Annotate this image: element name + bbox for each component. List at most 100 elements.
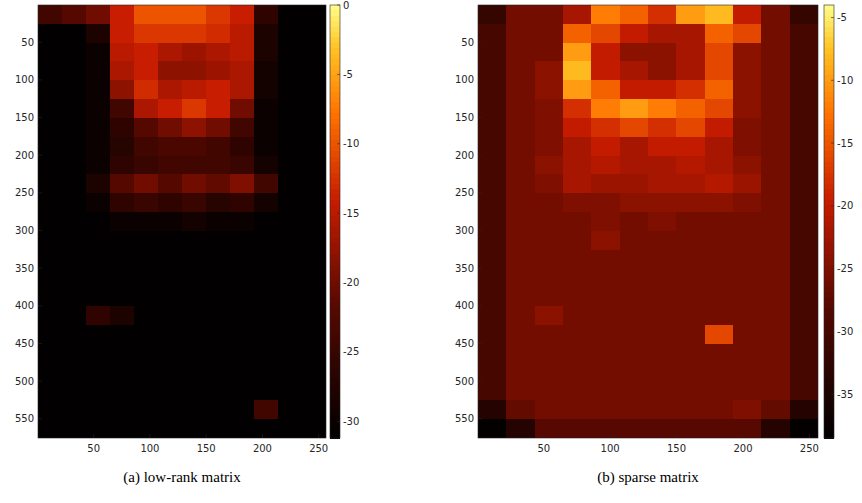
- heatmap-cell: [302, 99, 326, 118]
- heatmap-cell: [254, 306, 279, 325]
- heatmap-cell: [648, 250, 677, 269]
- heatmap-cell: [254, 400, 279, 419]
- heatmap-cell: [302, 325, 326, 344]
- x-tick-label: 250: [309, 443, 328, 454]
- heatmap-cell: [563, 269, 592, 288]
- heatmap-cell: [620, 363, 649, 382]
- heatmap-cell: [790, 99, 818, 118]
- heatmap-cell: [158, 174, 183, 193]
- heatmap-cell: [761, 24, 790, 43]
- heatmap-cell: [278, 363, 303, 382]
- heatmap-cell: [620, 400, 649, 419]
- heatmap-cell: [506, 212, 535, 231]
- heatmap-cell: [676, 419, 705, 438]
- heatmap-cell: [62, 99, 87, 118]
- heatmap-cell: [733, 118, 762, 137]
- heatmap-cell: [278, 137, 303, 156]
- heatmap-cell: [620, 193, 649, 212]
- y-tick-label: 400: [15, 300, 34, 311]
- heatmap-cell: [254, 80, 279, 99]
- heatmap-cell: [134, 382, 159, 401]
- heatmap-cell: [705, 80, 734, 99]
- heatmap-cell: [535, 174, 564, 193]
- heatmap-cell: [206, 118, 231, 137]
- colorbar-step: [330, 151, 340, 157]
- colorbar-step: [824, 59, 834, 65]
- heatmap-cell: [38, 193, 63, 212]
- heatmap-cell: [591, 193, 620, 212]
- heatmap-cell: [478, 5, 507, 24]
- heatmap-cell: [563, 231, 592, 250]
- heatmap-cell: [591, 344, 620, 363]
- y-tick: [478, 343, 482, 344]
- heatmap-cell: [278, 419, 303, 438]
- colorbar-step: [330, 411, 340, 417]
- colorbar-step: [330, 211, 340, 217]
- heatmap-cell: [620, 80, 649, 99]
- heatmap-cell: [278, 382, 303, 401]
- colorbar-step: [330, 119, 340, 125]
- x-tick: [318, 434, 319, 438]
- heatmap-cell: [506, 306, 535, 325]
- heatmap-cell: [563, 400, 592, 419]
- colorbar-tick-label: -10: [837, 75, 853, 86]
- heatmap-cell: [648, 400, 677, 419]
- heatmap-cell: [206, 363, 231, 382]
- heatmap-cell: [705, 174, 734, 193]
- colorbar-step: [824, 113, 834, 119]
- x-tick-label: 200: [733, 443, 752, 454]
- heatmap-cell: [591, 61, 620, 80]
- colorbar-step: [330, 351, 340, 357]
- heatmap-cell: [705, 43, 734, 62]
- heatmap-cell: [182, 24, 207, 43]
- colorbar-step: [824, 400, 834, 406]
- heatmap-cell: [38, 174, 63, 193]
- heatmap-cell: [206, 174, 231, 193]
- heatmap-cell: [591, 269, 620, 288]
- heatmap-cell: [230, 344, 255, 363]
- heatmap-cell: [206, 156, 231, 175]
- heatmap-cell: [620, 24, 649, 43]
- heatmap-cell: [182, 193, 207, 212]
- colorbar-step: [824, 297, 834, 303]
- heatmap-cell: [86, 43, 111, 62]
- heatmap-cell: [86, 212, 111, 231]
- heatmap-cell: [761, 269, 790, 288]
- heatmap-cell: [733, 99, 762, 118]
- y-tick: [478, 42, 482, 43]
- heatmap-cell: [478, 250, 507, 269]
- heatmap-cell: [478, 269, 507, 288]
- heatmap-cell: [254, 212, 279, 231]
- heatmap-cell: [535, 250, 564, 269]
- heatmap-cell: [620, 43, 649, 62]
- heatmap-cell: [206, 344, 231, 363]
- heatmap-cell: [206, 250, 231, 269]
- heatmap-cell: [110, 344, 135, 363]
- heatmap-cell: [563, 193, 592, 212]
- heatmap-cell: [230, 118, 255, 137]
- colorbar-step: [330, 92, 340, 98]
- colorbar-step: [824, 362, 834, 368]
- heatmap-cell: [506, 382, 535, 401]
- colorbar-step: [824, 346, 834, 352]
- colorbar-step: [330, 162, 340, 168]
- heatmap-cell: [761, 118, 790, 137]
- colorbar-step: [330, 54, 340, 60]
- heatmap-cell: [761, 250, 790, 269]
- heatmap-cell: [506, 99, 535, 118]
- colorbar-tick: [831, 268, 834, 269]
- heatmap-cell: [182, 287, 207, 306]
- heatmap-cell: [254, 24, 279, 43]
- heatmap-cell: [134, 269, 159, 288]
- colorbar-step: [330, 5, 340, 11]
- heatmap-cell: [182, 174, 207, 193]
- colorbar-step: [330, 368, 340, 374]
- colorbar-step: [330, 292, 340, 298]
- colorbar-step: [330, 129, 340, 135]
- colorbar-step: [330, 346, 340, 352]
- heatmap-cell: [110, 193, 135, 212]
- heatmap-cell: [278, 344, 303, 363]
- y-tick-label: 300: [15, 225, 34, 236]
- heatmap-cell: [535, 400, 564, 419]
- heatmap-cell: [648, 5, 677, 24]
